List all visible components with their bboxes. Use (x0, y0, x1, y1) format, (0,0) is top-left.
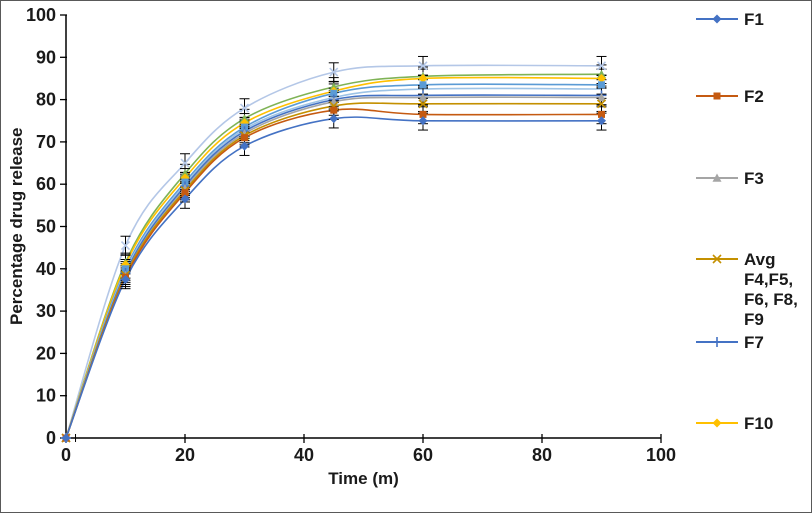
x-tick-label: 40 (294, 445, 314, 465)
series-markers-avg-f4-f5-f6-f8-f9 (61, 99, 607, 443)
series-markers-f10 (61, 73, 606, 443)
y-tick-marks (60, 14, 67, 439)
series-markers-f7 (61, 90, 607, 443)
series-line-f7 (65, 94, 602, 439)
x-tick-label: 20 (175, 445, 195, 465)
legend-label-f3: F3 (744, 169, 764, 188)
y-tick-label: 90 (36, 47, 56, 67)
y-tick-label: 0 (46, 428, 56, 448)
y-tick-label: 40 (36, 259, 56, 279)
x-tick-labels: 0 20 40 60 80 100 (61, 445, 676, 465)
legend-entry-f2: F2 (695, 87, 764, 107)
y-tick-label: 70 (36, 132, 56, 152)
y-tick-label: 30 (36, 301, 56, 321)
series-line-unlabeled-line-4 (65, 87, 602, 439)
series-line-avg-f4-f5-f6-f8-f9 (65, 102, 602, 439)
legend-marker-f10 (696, 418, 738, 428)
series-markers-f1 (61, 114, 606, 443)
legend-entry-f10: F10 (695, 414, 773, 434)
y-tick-labels: 0 10 20 30 40 50 60 70 80 90 100 (26, 5, 56, 448)
legend-entry-avg-f4-f5-f6-f8-f9: Avg F4,F5, F6, F8, F9 (695, 250, 811, 330)
x-tick-label: 0 (61, 445, 71, 465)
legend-label-f2: F2 (744, 87, 764, 106)
legend: F1 F2 F3 Avg F4,F5, F6, F8, F9 F7 F10 (695, 1, 811, 512)
series-markers-f2 (62, 106, 605, 442)
x-tick-label: 80 (532, 445, 552, 465)
x-tick-label: 100 (646, 445, 676, 465)
legend-marker-f2 (696, 92, 738, 100)
series-line-unlabeled-line-3 (65, 83, 602, 439)
series-line-f2 (65, 108, 602, 439)
y-tick-label: 10 (36, 386, 56, 406)
y-tick-label: 100 (26, 5, 56, 25)
legend-entry-f1: F1 (695, 10, 764, 30)
x-tick-label: 60 (413, 445, 433, 465)
legend-marker-avg (696, 254, 738, 264)
legend-label-avg: Avg F4,F5, F6, F8, F9 (744, 250, 798, 330)
series-line-f1 (65, 116, 602, 439)
legend-marker-f1 (696, 14, 738, 24)
legend-entry-f3: F3 (695, 169, 764, 189)
series-markers-unlabeled-line-1 (61, 61, 607, 443)
series-markers (61, 61, 607, 443)
axes: 0 20 40 60 80 100 0 10 20 30 40 50 60 70 80 90 100 (26, 5, 676, 465)
y-tick-label: 20 (36, 343, 56, 363)
legend-label-f1: F1 (744, 10, 764, 29)
series-line-f10 (65, 76, 602, 439)
legend-label-f7: F7 (744, 333, 764, 352)
legend-marker-f7 (696, 337, 738, 347)
y-tick-label: 50 (36, 217, 56, 237)
y-tick-label: 80 (36, 90, 56, 110)
series-line-f3 (65, 96, 602, 439)
x-axis-title: Time (m) (328, 469, 399, 488)
series-line-unlabeled-line-2 (65, 73, 602, 439)
series-markers-f3 (61, 92, 606, 442)
y-axis-title: Percentage drug release (7, 127, 26, 326)
legend-entry-f7: F7 (695, 333, 764, 353)
y-tick-label: 60 (36, 174, 56, 194)
legend-marker-f3 (696, 173, 738, 182)
legend-label-f10: F10 (744, 414, 774, 433)
series-markers-unlabeled-line-3 (62, 81, 605, 442)
